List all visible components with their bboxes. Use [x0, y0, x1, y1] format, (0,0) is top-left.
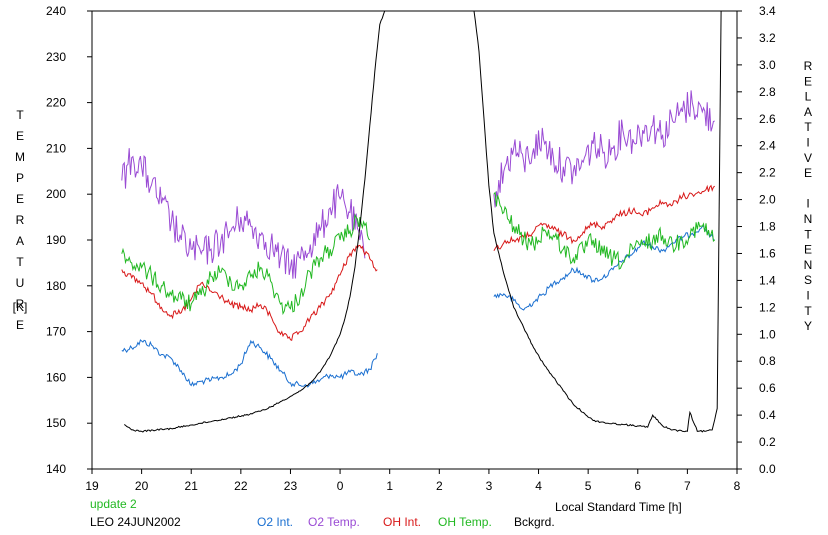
y-axis-label-right-letter: Y [804, 319, 812, 333]
right-tick-label: 1.4 [759, 273, 776, 287]
plot-frame [91, 10, 738, 470]
right-tick-label: 3.0 [759, 58, 776, 72]
x-tick-label: 5 [585, 479, 592, 493]
y-axis-label-left-letter: M [15, 150, 25, 164]
left-tick-label: 230 [46, 50, 66, 64]
y-axis-label-right-letter: E [804, 74, 812, 88]
y-axis-label-left-letter: R [16, 297, 25, 311]
right-axis: 0.0 0.2 0.4 0.6 0.8 1.0 1.2 1.4 1.6 1.8 2.0 2.2 2.4 2… [737, 4, 776, 476]
series-line-oh-temp [121, 191, 716, 316]
x-tick-label: 19 [85, 479, 99, 493]
left-axis: 140 150 160 170 180 190 200 210 220 230 240 [46, 4, 92, 476]
left-tick-label: 180 [46, 279, 66, 293]
right-tick-label: 0.2 [759, 435, 776, 449]
station-label: LEO 24JUN2002 [90, 515, 181, 529]
right-tick-label: 1.8 [759, 220, 776, 234]
y-axis-label-right-letter: T [804, 227, 812, 241]
x-tick-label: 22 [234, 479, 248, 493]
y-axis-label-right-letter: A [804, 105, 812, 119]
left-tick-label: 170 [46, 325, 66, 339]
series-line-o2-temp [121, 90, 715, 279]
y-axis-label-right-letter: I [806, 136, 809, 150]
y-axis-label-left-letter: E [16, 129, 24, 143]
y-axis-label-left-letter: T [16, 108, 24, 122]
y-axis-label-right-letter: E [804, 166, 812, 180]
x-tick-label: 8 [734, 479, 741, 493]
x-tick-label: 20 [135, 479, 149, 493]
left-tick-label: 200 [46, 187, 66, 201]
legend: O2 Int. O2 Temp. OH Int. OH Temp. Bckgrd. [257, 515, 555, 529]
y-axis-label-right-letter: R [804, 59, 813, 73]
legend-item-bckgrd: Bckgrd. [514, 515, 555, 529]
legend-item-oh-int: OH Int. [383, 515, 421, 529]
y-axis-label-left-letter: T [16, 255, 24, 269]
series-line-oh-int [121, 184, 716, 342]
left-tick-label: 220 [46, 96, 66, 110]
x-tick-label: 3 [486, 479, 493, 493]
y-axis-unit-left: [K] [13, 300, 28, 314]
x-axis-label: Local Standard Time [h] [555, 500, 682, 514]
right-tick-label: 2.6 [759, 112, 776, 126]
series-line-bckgrd [123, 10, 722, 433]
y-axis-label-right-letter: N [804, 258, 813, 272]
right-tick-label: 0.4 [759, 408, 776, 422]
right-tick-label: 2.0 [759, 193, 776, 207]
right-tick-label: 2.8 [759, 85, 776, 99]
x-tick-label: 4 [535, 479, 542, 493]
x-axis: 19 20 21 22 23 0 1 2 3 4 5 6 7 8 [85, 469, 741, 493]
x-tick-label: 2 [436, 479, 443, 493]
x-tick-label: 0 [337, 479, 344, 493]
right-tick-label: 3.4 [759, 4, 776, 18]
right-tick-label: 1.2 [759, 300, 776, 314]
y-axis-label-left-letter: E [16, 192, 24, 206]
x-tick-label: 21 [185, 479, 199, 493]
y-axis-label-left-letter: A [16, 234, 24, 248]
update-note: update 2 [90, 497, 137, 511]
x-tick-label: 23 [284, 479, 298, 493]
x-tick-label: 7 [684, 479, 691, 493]
x-tick-label: 1 [386, 479, 393, 493]
y-axis-label-left-letter: R [16, 213, 25, 227]
y-axis-label-right-letter: N [804, 212, 813, 226]
y-axis-label-right-letter: I [806, 289, 809, 303]
x-tick-label: 6 [634, 479, 641, 493]
y-axis-label-right-letter: T [804, 120, 812, 134]
left-tick-label: 160 [46, 370, 66, 384]
y-axis-label-left-letter: P [16, 171, 24, 185]
right-tick-label: 1.0 [759, 327, 776, 341]
right-tick-label: 0.0 [759, 462, 776, 476]
right-tick-label: 3.2 [759, 31, 776, 45]
right-tick-label: 0.6 [759, 381, 776, 395]
left-tick-label: 190 [46, 233, 66, 247]
right-tick-label: 2.4 [759, 139, 776, 153]
right-tick-label: 2.2 [759, 166, 776, 180]
y-axis-label-right-letter: I [806, 197, 809, 211]
y-axis-label-right-letter: L [805, 90, 812, 104]
legend-item-oh-temp: OH Temp. [438, 515, 492, 529]
right-tick-label: 1.6 [759, 246, 776, 260]
left-tick-label: 240 [46, 4, 66, 18]
legend-item-o2-temp: O2 Temp. [308, 515, 360, 529]
series-group [121, 10, 722, 433]
y-axis-label-left-letter: E [16, 318, 24, 332]
y-axis-label-left-letter: U [16, 276, 25, 290]
legend-item-o2-int: O2 Int. [257, 515, 293, 529]
y-axis-label-right-letter: V [804, 151, 812, 165]
y-axis-label-right-letter: E [804, 243, 812, 257]
right-tick-label: 0.8 [759, 354, 776, 368]
left-tick-label: 210 [46, 141, 66, 155]
left-tick-label: 140 [46, 462, 66, 476]
left-tick-label: 150 [46, 416, 66, 430]
y-axis-label-right-letter: S [804, 273, 812, 287]
y-axis-label-right-letter: T [804, 304, 812, 318]
